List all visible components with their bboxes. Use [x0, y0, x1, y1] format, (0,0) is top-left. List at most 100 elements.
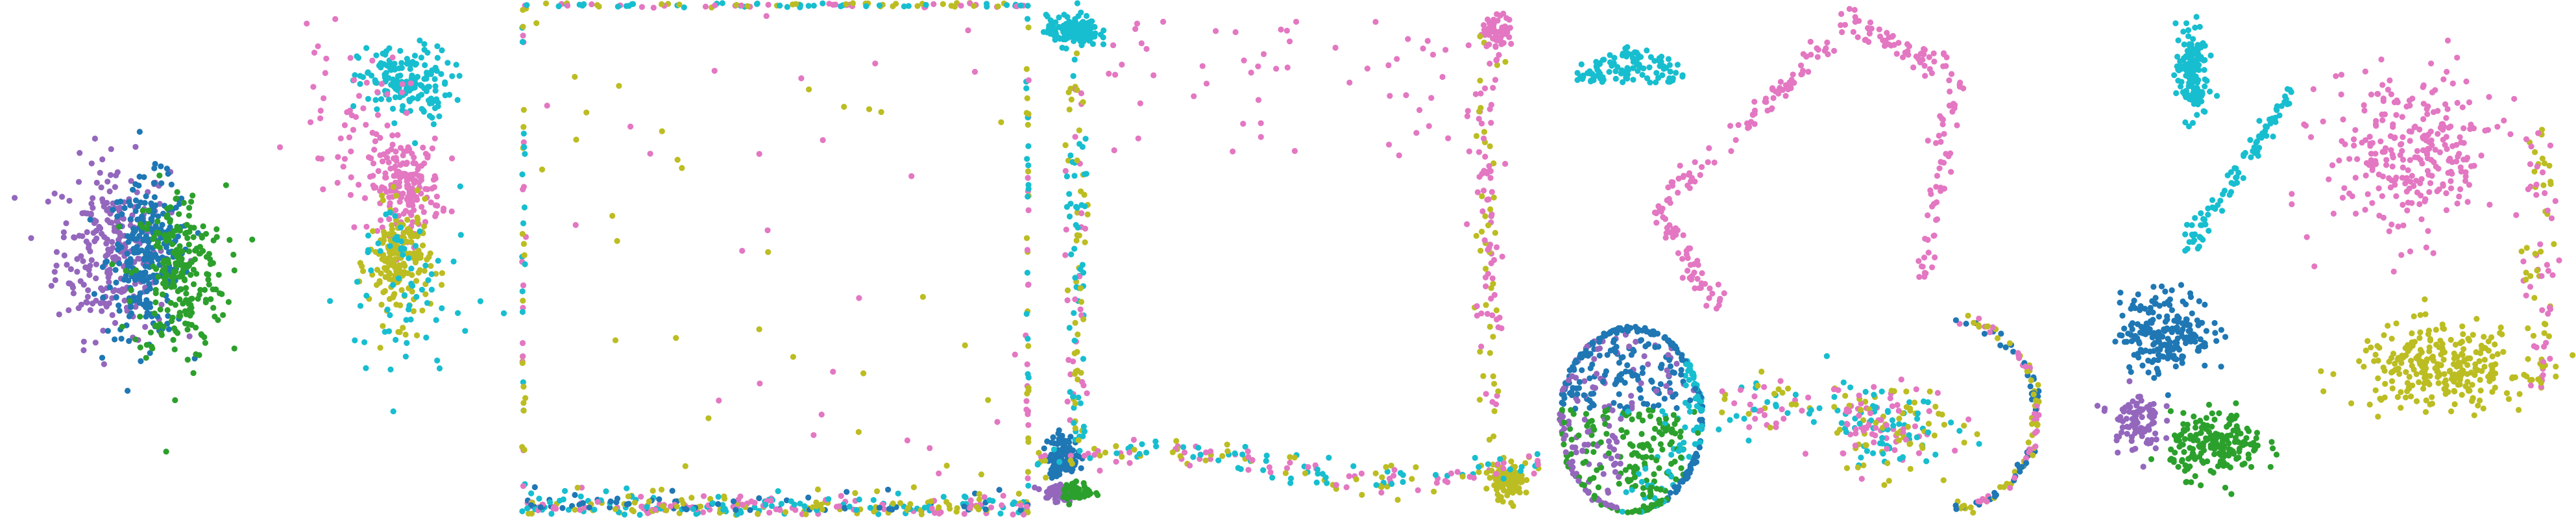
scatter-point	[998, 119, 1004, 125]
scatter-point	[1737, 387, 1744, 393]
scatter-point	[739, 501, 746, 508]
scatter-point	[1878, 388, 1885, 395]
scatter-point	[411, 180, 418, 186]
scatter-point	[407, 66, 413, 72]
scatter-point	[410, 308, 417, 314]
scatter-point	[1111, 147, 1117, 154]
scatter-point	[2121, 325, 2128, 332]
scatter-point	[1485, 461, 1491, 467]
scatter-point	[981, 494, 988, 500]
scatter-point	[1656, 55, 1662, 62]
scatter-point	[1773, 401, 1779, 408]
scatter-point	[405, 226, 411, 232]
scatter-point	[77, 278, 84, 284]
scatter-point	[1486, 436, 1492, 443]
scatter-point	[522, 261, 528, 267]
scatter-point	[1073, 368, 1079, 375]
scatter-point	[411, 154, 417, 161]
scatter-point	[1025, 482, 1032, 489]
scatter-point	[155, 230, 162, 236]
scatter-point	[2186, 60, 2193, 66]
scatter-point	[1087, 491, 1093, 497]
scatter-point	[520, 139, 527, 145]
scatter-point	[2199, 319, 2205, 326]
scatter-point	[2143, 331, 2149, 338]
scatter-point	[1288, 475, 1294, 482]
scatter-point	[1782, 93, 1789, 99]
scatter-point	[1065, 89, 1072, 95]
scatter-point	[820, 137, 826, 143]
scatter-point	[375, 167, 382, 175]
scatter-point	[418, 175, 424, 182]
scatter-point	[457, 183, 463, 190]
scatter-point	[973, 504, 980, 510]
scatter-point	[1062, 252, 1069, 258]
scatter-point	[1203, 80, 1210, 87]
scatter-point	[1603, 368, 1609, 375]
scatter-point	[1073, 222, 1079, 228]
scatter-point	[116, 308, 123, 314]
scatter-point	[1691, 408, 1697, 415]
scatter-point	[870, 497, 877, 503]
scatter-point	[375, 240, 382, 247]
scatter-point	[1884, 460, 1891, 467]
scatter-point	[1078, 210, 1085, 217]
scatter-point	[1606, 69, 1612, 75]
scatter-point	[2184, 47, 2191, 54]
scatter-point	[1856, 392, 1862, 399]
scatter-point	[1581, 378, 1588, 384]
scatter-point	[644, 504, 650, 510]
scatter-point	[118, 289, 125, 295]
scatter-point	[1640, 417, 1646, 424]
scatter-point	[1596, 339, 1603, 345]
scatter-point	[2115, 449, 2121, 456]
scatter-point	[1847, 384, 1854, 391]
scatter-point	[1585, 428, 1591, 435]
scatter-point	[205, 277, 212, 283]
scatter-point	[1785, 386, 1792, 392]
scatter-point	[91, 135, 98, 142]
scatter-point	[2172, 341, 2179, 348]
scatter-point	[1077, 306, 1084, 313]
scatter-point	[976, 496, 982, 503]
scatter-point	[1485, 16, 1491, 23]
scatter-point	[1648, 484, 1655, 491]
scatter-point	[1491, 291, 1498, 298]
scatter-point	[810, 432, 817, 438]
scatter-point	[1716, 302, 1722, 308]
scatter-point	[1415, 487, 1421, 493]
scatter-point	[1197, 452, 1204, 458]
scatter-point	[1678, 465, 1684, 471]
scatter-point	[1350, 463, 1357, 469]
scatter-point	[2202, 83, 2208, 90]
scatter-point	[1651, 471, 1657, 478]
scatter-point	[531, 484, 538, 491]
scatter-point	[1662, 427, 1669, 434]
scatter-point	[1494, 244, 1500, 251]
scatter-point	[1479, 228, 1485, 235]
scatter-point	[1970, 510, 1976, 516]
scatter-point	[1484, 27, 1490, 34]
scatter-point	[176, 211, 182, 217]
scatter-point	[152, 290, 159, 297]
scatter-point	[1379, 474, 1385, 480]
scatter-point	[230, 251, 237, 258]
scatter-point	[1664, 367, 1670, 374]
scatter-point	[112, 267, 119, 273]
scatter-point	[131, 249, 138, 256]
scatter-point	[2156, 314, 2162, 320]
scatter-point	[1488, 189, 1495, 195]
scatter-point	[389, 282, 396, 288]
scatter-point	[572, 491, 578, 499]
scatter-point	[1692, 159, 1698, 166]
scatter-point	[1814, 45, 1820, 51]
scatter-point	[1984, 323, 1991, 330]
scatter-point	[187, 312, 193, 319]
scatter-point	[1078, 465, 1084, 471]
scatter-point	[1699, 164, 1705, 170]
scatter-point	[165, 256, 171, 263]
scatter-point	[186, 212, 192, 219]
scatter-point	[921, 504, 928, 511]
scatter-point	[1485, 222, 1492, 228]
scatter-point	[544, 103, 550, 109]
